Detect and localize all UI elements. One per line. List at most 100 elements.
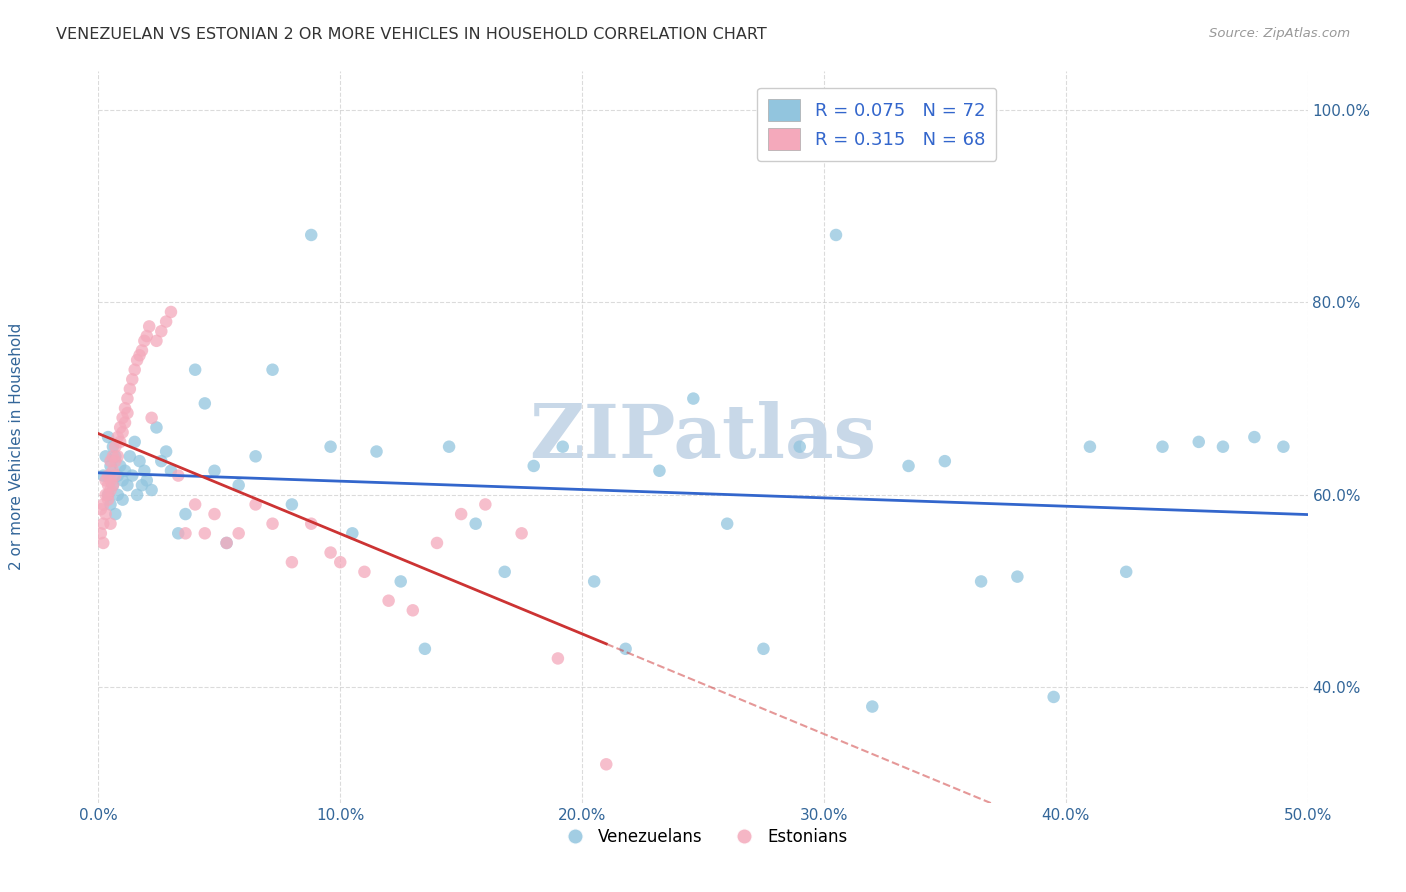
Point — [204, 464, 226, 478]
Point — [128, 454, 150, 468]
Point — [215, 536, 238, 550]
Point — [145, 420, 167, 434]
Point — [215, 536, 238, 550]
Point — [583, 574, 606, 589]
Point — [716, 516, 738, 531]
Point — [194, 396, 217, 410]
Point — [94, 507, 117, 521]
Point — [150, 324, 173, 338]
Point — [551, 440, 574, 454]
Point — [117, 478, 139, 492]
Point — [160, 464, 183, 478]
Point — [91, 536, 114, 550]
Point — [614, 641, 637, 656]
Point — [97, 430, 120, 444]
Point — [90, 526, 112, 541]
Point — [108, 458, 131, 473]
Point — [107, 430, 129, 444]
Point — [97, 468, 120, 483]
Point — [523, 458, 546, 473]
Point — [100, 516, 122, 531]
Point — [1007, 569, 1029, 583]
Point — [114, 416, 136, 430]
Point — [127, 488, 149, 502]
Point — [194, 526, 217, 541]
Point — [167, 526, 190, 541]
Point — [1243, 430, 1265, 444]
Point — [97, 488, 120, 502]
Point — [1042, 690, 1064, 704]
Text: ZIPatlas: ZIPatlas — [530, 401, 876, 474]
Point — [91, 516, 114, 531]
Point — [111, 410, 134, 425]
Point — [108, 434, 131, 449]
Point — [101, 478, 124, 492]
Point — [228, 478, 250, 492]
Point — [128, 348, 150, 362]
Point — [124, 434, 146, 449]
Point — [299, 227, 322, 242]
Point — [101, 464, 124, 478]
Point — [437, 440, 460, 454]
Point — [135, 329, 157, 343]
Point — [752, 641, 775, 656]
Point — [134, 334, 156, 348]
Point — [413, 641, 436, 656]
Point — [90, 502, 112, 516]
Point — [111, 425, 134, 440]
Point — [682, 392, 704, 406]
Point — [319, 440, 342, 454]
Point — [104, 454, 127, 468]
Point — [342, 526, 364, 541]
Point — [107, 468, 129, 483]
Point — [127, 353, 149, 368]
Point — [111, 492, 134, 507]
Point — [104, 440, 127, 454]
Point — [97, 492, 120, 507]
Point — [281, 555, 304, 569]
Point — [860, 699, 883, 714]
Point — [464, 516, 486, 531]
Point — [97, 488, 120, 502]
Point — [474, 498, 496, 512]
Point — [100, 498, 122, 512]
Point — [160, 305, 183, 319]
Point — [426, 536, 449, 550]
Point — [184, 498, 207, 512]
Point — [100, 483, 122, 497]
Point — [299, 516, 322, 531]
Point — [1212, 440, 1234, 454]
Point — [134, 464, 156, 478]
Point — [104, 507, 127, 521]
Point — [101, 450, 124, 464]
Point — [118, 450, 141, 464]
Point — [97, 478, 120, 492]
Point — [174, 507, 197, 521]
Point — [1115, 565, 1137, 579]
Point — [104, 468, 127, 483]
Text: Source: ZipAtlas.com: Source: ZipAtlas.com — [1209, 27, 1350, 40]
Point — [94, 450, 117, 464]
Point — [91, 468, 114, 483]
Point — [138, 319, 160, 334]
Point — [114, 464, 136, 478]
Point — [118, 382, 141, 396]
Point — [100, 474, 122, 488]
Point — [114, 401, 136, 416]
Legend: Venezuelans, Estonians: Venezuelans, Estonians — [551, 822, 855, 853]
Point — [547, 651, 569, 665]
Point — [228, 526, 250, 541]
Point — [135, 474, 157, 488]
Point — [108, 420, 131, 434]
Point — [648, 464, 671, 478]
Point — [121, 468, 143, 483]
Point — [124, 362, 146, 376]
Point — [141, 483, 163, 497]
Point — [389, 574, 412, 589]
Point — [167, 468, 190, 483]
Point — [789, 440, 811, 454]
Point — [145, 334, 167, 348]
Point — [245, 498, 267, 512]
Point — [353, 565, 375, 579]
Point — [262, 362, 284, 376]
